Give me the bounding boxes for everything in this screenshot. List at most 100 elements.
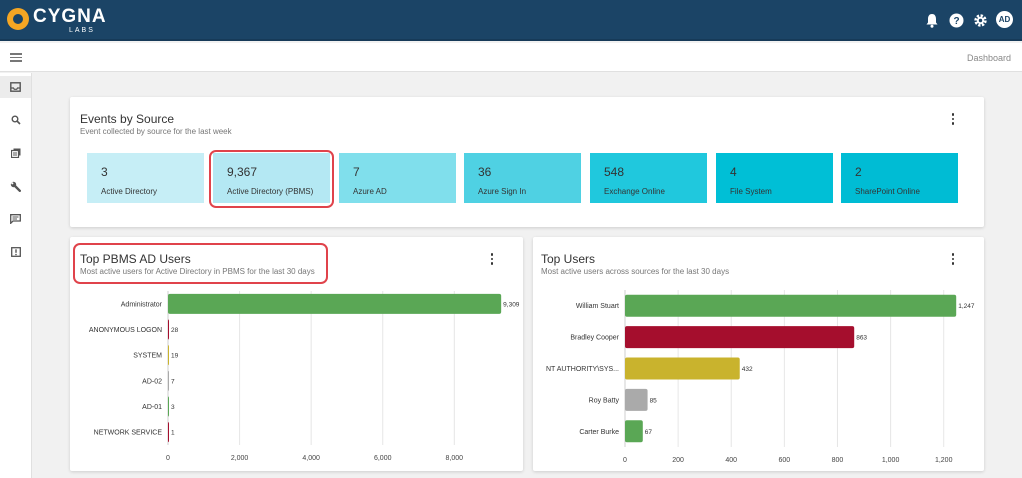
brand-name: CYGNA	[33, 6, 107, 27]
more-options-icon[interactable]	[949, 252, 957, 266]
source-tile-file-system[interactable]: 4 File System	[716, 153, 833, 203]
x-tick-label: 0	[623, 457, 627, 464]
bar[interactable]	[625, 294, 957, 317]
alert-icon[interactable]	[0, 241, 31, 263]
sub-header: Dashboard	[0, 43, 1022, 72]
top-users-bar-chart: 0 200 400 600 800 1,000 1,200 William Stuart 1,2…	[546, 290, 975, 464]
x-tick-label: 800	[832, 457, 844, 464]
bar[interactable]	[168, 396, 169, 417]
card-title: Events by Source	[80, 112, 175, 126]
user-avatar[interactable]: AD	[996, 11, 1013, 28]
source-tile-exchange-online[interactable]: 548 Exchange Online	[590, 153, 707, 203]
x-tick-label: 600	[779, 457, 791, 464]
card-subtitle: Event collected by source for the last w…	[80, 127, 232, 136]
value-label: 3	[171, 404, 175, 411]
value-label: 7	[171, 378, 175, 385]
category-label: SYSTEM	[133, 353, 162, 360]
brand-sub: LABS	[69, 27, 95, 34]
tile-count: 2	[855, 165, 862, 179]
hamburger-menu-icon[interactable]	[10, 53, 22, 62]
tile-count: 9,367	[227, 165, 258, 179]
x-tick-label: 400	[725, 457, 737, 464]
wrench-icon[interactable]	[0, 175, 31, 197]
gear-icon[interactable]	[972, 12, 988, 28]
x-tick-label: 1,000	[882, 457, 900, 464]
svg-text:?: ?	[953, 16, 959, 27]
tile-label: Active Directory	[101, 187, 158, 196]
x-tick-label: 200	[672, 457, 684, 464]
bar[interactable]	[168, 345, 169, 366]
category-label: NETWORK SERVICE	[94, 430, 163, 437]
category-label: William Stuart	[576, 303, 619, 310]
more-options-icon[interactable]	[949, 112, 957, 126]
bar[interactable]	[625, 326, 855, 349]
source-tile-azure-ad[interactable]: 7 Azure AD	[339, 153, 456, 203]
x-tick-label: 0	[166, 455, 170, 462]
tile-count: 548	[604, 165, 625, 179]
value-label: 863	[856, 335, 867, 342]
tile-label: Exchange Online	[604, 187, 665, 196]
source-tile-active-directory-pbms[interactable]: 9,367 Active Directory (PBMS)	[213, 153, 330, 203]
category-label: AD-01	[142, 404, 162, 411]
card-title: Top PBMS AD Users	[80, 252, 191, 266]
tile-count: 36	[478, 165, 492, 179]
highlight-box-pbms-tile	[209, 150, 334, 208]
category-label: Bradley Cooper	[570, 335, 619, 342]
top-users-card: Top Users Most active users across sourc…	[533, 237, 984, 471]
card-subtitle: Most active users across sources for the…	[541, 267, 730, 276]
source-tile-azure-sign-in[interactable]: 36 Azure Sign In	[464, 153, 581, 203]
x-tick-label: 4,000	[302, 455, 320, 462]
value-label: 28	[171, 327, 179, 334]
source-tile-active-directory[interactable]: 3 Active Directory	[87, 153, 204, 203]
help-icon[interactable]: ?	[948, 12, 964, 28]
category-label: NT AUTHORITY\SYS...	[546, 366, 619, 373]
tile-label: Active Directory (PBMS)	[227, 187, 314, 196]
x-tick-label: 2,000	[231, 455, 249, 462]
category-label: Carter Burke	[579, 429, 619, 436]
tile-label: SharePoint Online	[855, 187, 920, 196]
inbox-icon[interactable]	[0, 76, 31, 98]
messages-icon[interactable]	[0, 208, 31, 230]
card-title: Top Users	[541, 252, 596, 266]
x-tick-label: 8,000	[446, 455, 464, 462]
card-subtitle: Most active users for Active Directory i…	[80, 267, 315, 276]
value-label: 432	[742, 366, 753, 373]
source-tile-sharepoint-online[interactable]: 2 SharePoint Online	[841, 153, 958, 203]
pbms-users-bar-chart: 0 2,000 4,000 6,000 8,000 Administrator 9,309 A…	[89, 291, 520, 462]
category-label: Roy Batty	[589, 397, 620, 404]
value-label: 1	[171, 430, 175, 437]
value-label: 19	[171, 353, 179, 360]
reports-icon[interactable]	[0, 142, 31, 164]
value-label: 85	[650, 397, 658, 404]
bar[interactable]	[625, 388, 648, 411]
tile-count: 7	[353, 165, 360, 179]
tile-label: Azure AD	[353, 187, 387, 196]
highlight-box-pbms-title	[73, 243, 328, 284]
value-label: 1,247	[958, 303, 975, 310]
top-pbms-ad-users-card: Top PBMS AD Users Most active users for …	[70, 237, 523, 471]
breadcrumb[interactable]: Dashboard	[966, 53, 1011, 63]
search-icon[interactable]	[0, 109, 31, 131]
more-options-icon[interactable]	[488, 252, 496, 266]
bar[interactable]	[168, 422, 169, 443]
tile-label: Azure Sign In	[478, 187, 527, 196]
bar[interactable]	[625, 357, 740, 380]
category-label: AD-02	[142, 378, 162, 385]
category-label: ANONYMOUS LOGON	[89, 327, 162, 334]
top-navbar: CYGNA LABS ? AD	[0, 0, 1022, 41]
sidebar	[0, 73, 32, 478]
value-label: 9,309	[503, 301, 520, 308]
cygna-labs-logo[interactable]: CYGNA LABS	[7, 5, 127, 35]
x-tick-label: 1,200	[935, 457, 953, 464]
value-label: 67	[645, 429, 653, 436]
bar[interactable]	[168, 293, 502, 314]
logo-mark-icon	[7, 8, 29, 30]
bar[interactable]	[168, 370, 169, 391]
bar[interactable]	[168, 319, 170, 340]
events-by-source-card: Events by Source Event collected by sour…	[70, 97, 984, 227]
tile-count: 3	[101, 165, 108, 179]
category-label: Administrator	[121, 301, 163, 308]
bar[interactable]	[625, 420, 643, 443]
tile-label: File System	[730, 187, 772, 196]
bell-icon[interactable]	[924, 12, 940, 28]
